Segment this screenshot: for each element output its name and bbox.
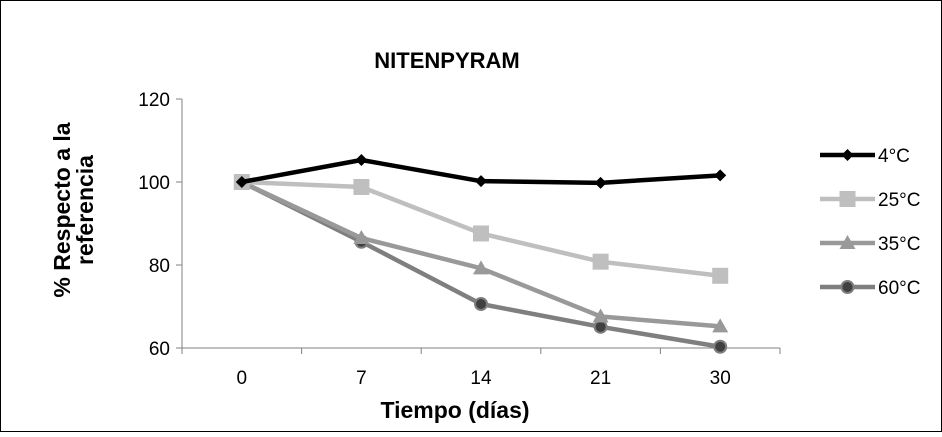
series-25Cc [233,174,729,284]
data-point [592,253,609,270]
data-point [473,225,489,242]
data-point [712,267,729,284]
x-tick-label: 7 [356,368,367,389]
y-axis-label-line: % Respecto a la [49,122,75,297]
data-point [235,176,248,188]
axes: 60 80 100 120 0 7 14 21 30 [138,90,781,389]
data-point [475,175,487,188]
data-point [474,297,488,312]
data-point [594,176,607,189]
y-tick-label: 60 [149,339,170,360]
data-point [593,319,608,334]
legend-label: 35°C [878,234,920,255]
data-point [355,154,368,167]
x-axis-label: Tiempo (días) [380,397,529,423]
legend-label: 60°C [878,278,920,299]
y-tick-label: 100 [138,173,170,194]
series-layer [233,154,729,354]
legend-marker [841,149,854,161]
legend-marker [839,235,856,249]
data-point [592,308,609,323]
y-axis-label: % Respecto a lareferencia [49,122,98,297]
legend-entry: 60°C [820,278,920,299]
x-tick-label: 21 [590,368,611,389]
legend-entry: 25°C [820,190,920,211]
data-point [353,230,370,245]
legend-label: 25°C [878,190,920,211]
y-tick-label: 80 [149,256,170,277]
y-axis-label-line: referencia [72,155,98,265]
legend-entry: 4°C [820,146,910,167]
data-point [713,339,728,354]
data-point [712,318,729,333]
data-point [473,260,489,275]
x-tick-label: 30 [710,368,731,389]
legend-marker [839,191,856,207]
data-point [714,169,727,182]
x-tick-label: 14 [470,368,492,389]
series-4Cc [235,154,727,189]
data-point [353,178,370,195]
y-axis-label-text: % Respecto a lareferencia [49,122,98,297]
chart-title: NITENPYRAM [374,48,519,73]
legend-label: 4°C [878,146,910,167]
x-tick-label: 0 [237,368,248,389]
y-tick-label: 120 [138,90,170,111]
legend-entry: 35°C [820,234,920,255]
legend: 4°C 25°C 35°C 60°C [820,146,920,299]
legend-marker [840,280,855,294]
